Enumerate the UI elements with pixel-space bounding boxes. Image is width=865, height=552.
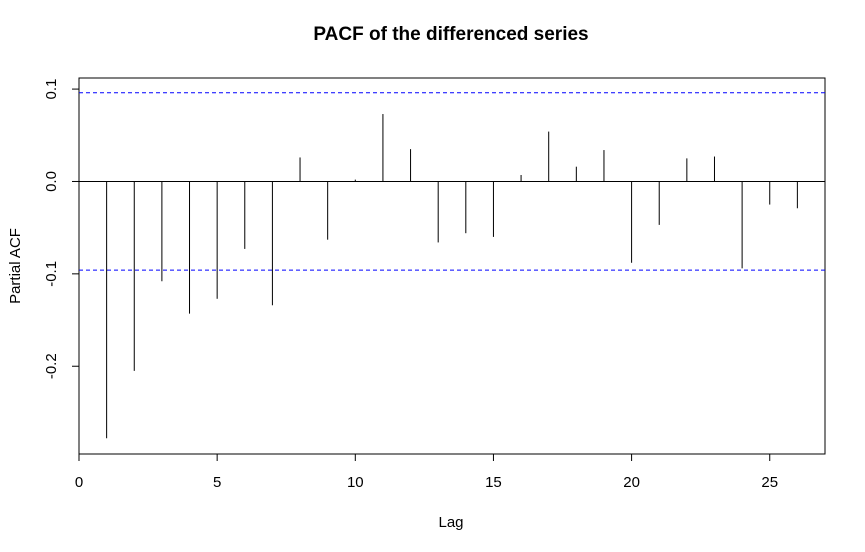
- chart-title: PACF of the differenced series: [313, 24, 588, 45]
- x-tick-label: 5: [213, 474, 221, 491]
- y-axis-label: Partial ACF: [7, 228, 24, 304]
- x-tick-label: 10: [347, 474, 364, 491]
- y-tick-label: -0.1: [43, 261, 60, 287]
- x-axis: 0 5 10 15 20 25: [75, 453, 778, 491]
- x-tick-label: 0: [75, 474, 83, 491]
- x-tick-label: 25: [761, 474, 778, 491]
- x-tick-label: 20: [623, 474, 640, 491]
- y-axis: -0.2 -0.1 0.0 0.1: [43, 79, 80, 379]
- y-tick-label: 0.1: [43, 79, 60, 100]
- plot-frame: [78, 77, 826, 455]
- x-tick-label: 15: [485, 474, 502, 491]
- y-tick-label: 0.0: [43, 171, 60, 192]
- pacf-bars: [106, 114, 798, 439]
- y-tick-label: -0.2: [43, 353, 60, 379]
- x-axis-label: Lag: [438, 514, 463, 531]
